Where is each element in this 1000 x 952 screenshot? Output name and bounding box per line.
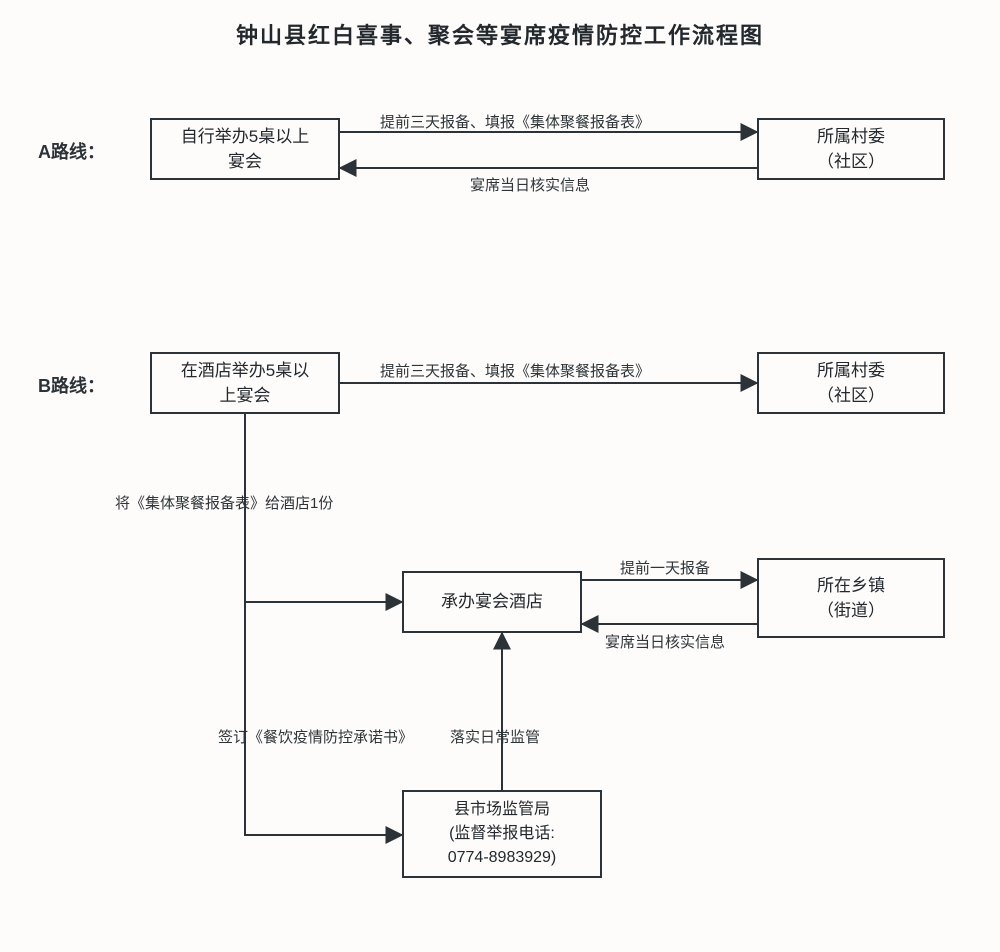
node-township: 所在乡镇 （街道） (757, 558, 945, 638)
edge-hotel-township-label: 提前一天报备 (620, 557, 710, 578)
node-b-end: 所属村委 （社区） (757, 352, 945, 414)
edge-from-bureau-label: 落实日常监管 (450, 726, 540, 747)
edge-a-top-label: 提前三天报备、填报《集体聚餐报备表》 (380, 111, 650, 132)
edge-b-down-label: 将《集体聚餐报备表》给酒店1份 (115, 492, 333, 513)
edge-to-bureau-label: 签订《餐饮疫情防控承诺书》 (218, 726, 413, 747)
edge-a-bottom-label: 宴席当日核实信息 (470, 174, 590, 195)
edge-to-bureau (245, 602, 402, 835)
node-a-end: 所属村委 （社区） (757, 118, 945, 180)
route-b-label: B路线： (38, 372, 105, 398)
edge-b-top-label: 提前三天报备、填报《集体聚餐报备表》 (380, 360, 650, 381)
node-bureau: 县市场监管局 (监督举报电话: 0774-8983929) (402, 790, 602, 878)
node-b-start: 在酒店举办5桌以 上宴会 (150, 352, 340, 414)
node-hotel: 承办宴会酒店 (402, 571, 582, 633)
edge-township-hotel-label: 宴席当日核实信息 (605, 631, 725, 652)
page-title: 钟山县红白喜事、聚会等宴席疫情防控工作流程图 (0, 18, 1000, 50)
route-a-label: A路线： (38, 138, 105, 164)
node-a-start: 自行举办5桌以上 宴会 (150, 118, 340, 180)
